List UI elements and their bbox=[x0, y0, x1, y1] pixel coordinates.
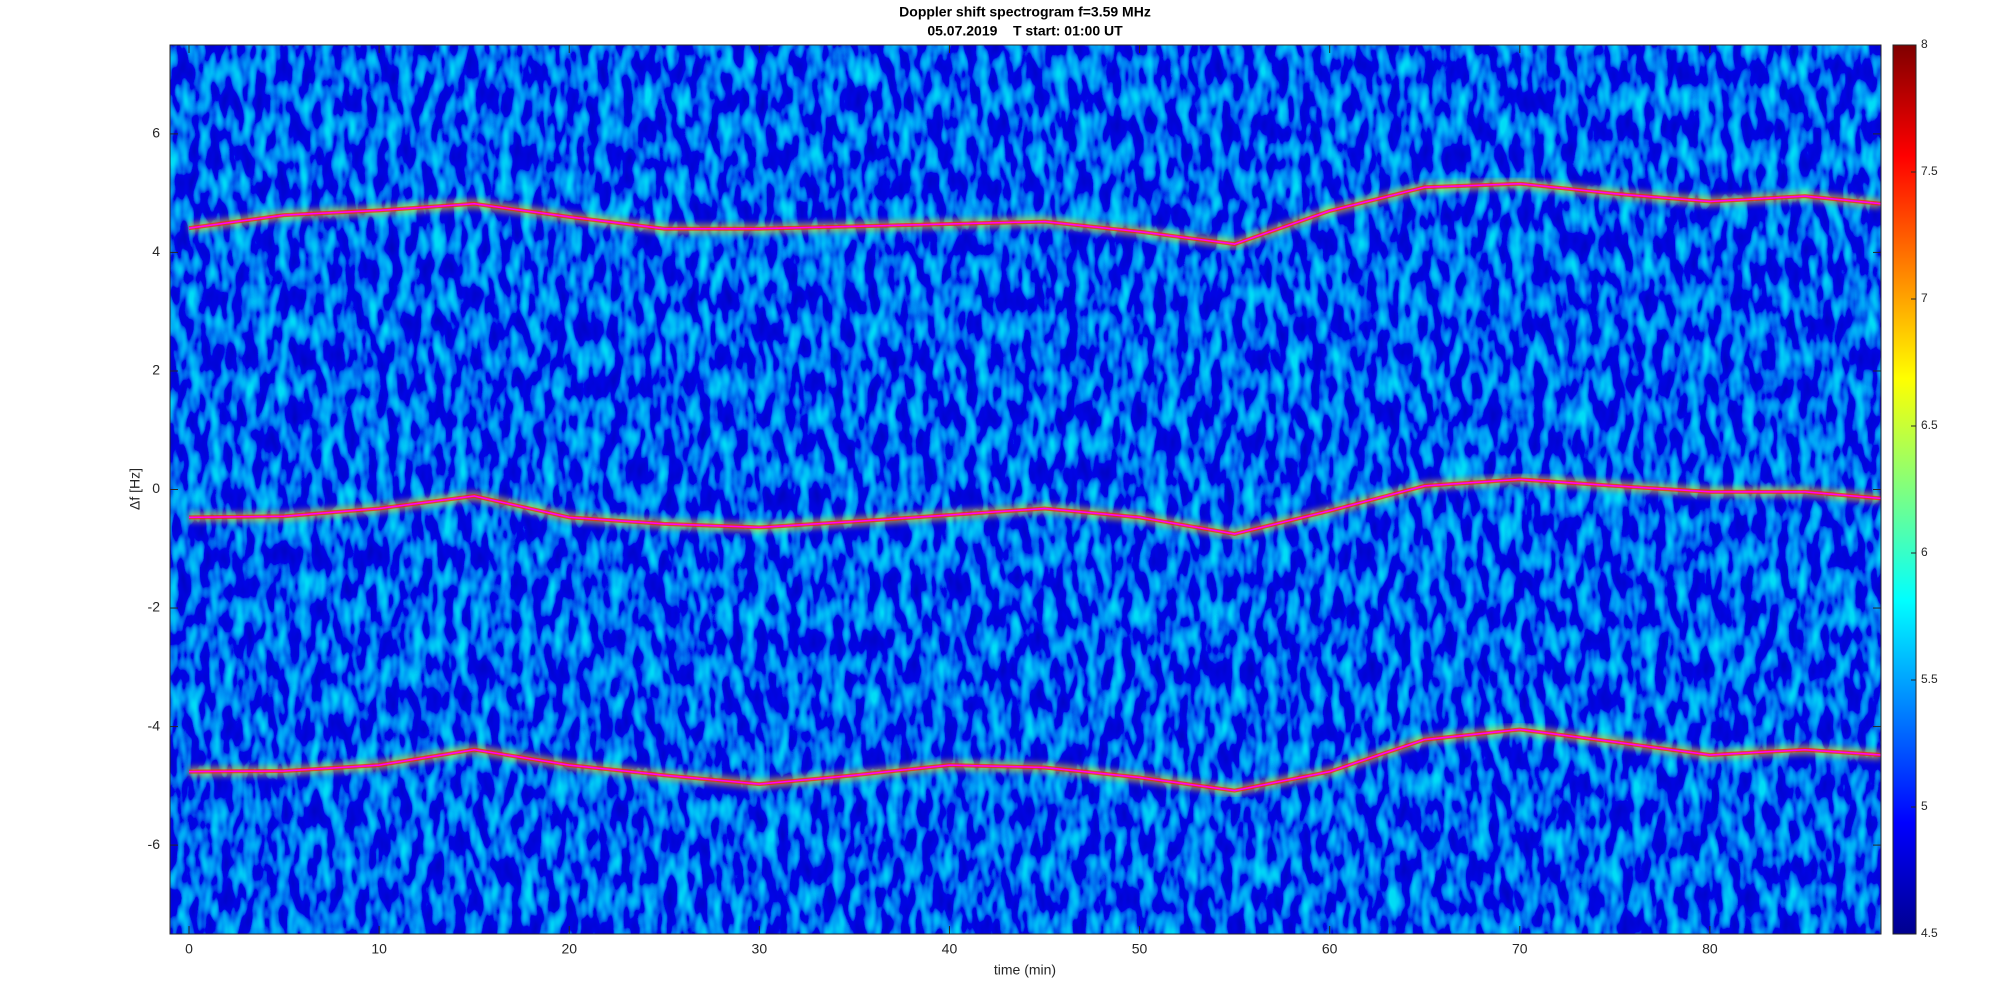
colorbar-tick-label: 5.5 bbox=[1921, 672, 1938, 686]
x-tick-label: 40 bbox=[942, 941, 958, 957]
colorbar-tick-label: 8 bbox=[1921, 37, 1928, 51]
y-axis-label: Δf [Hz] bbox=[127, 468, 143, 510]
y-tick-label: 0 bbox=[152, 480, 160, 496]
trace-line bbox=[188, 478, 1881, 535]
y-tick-label: -4 bbox=[148, 717, 161, 733]
y-tick-label: -6 bbox=[148, 836, 161, 852]
x-tick-label: 20 bbox=[561, 941, 577, 957]
chart-subtitle: 05.07.2019 T start: 01:00 UT bbox=[927, 23, 1123, 39]
colorbar-tick-label: 7.5 bbox=[1921, 164, 1938, 178]
x-tick-label: 70 bbox=[1512, 941, 1528, 957]
colorbar-tick-label: 5 bbox=[1921, 799, 1928, 813]
x-tick-label: 60 bbox=[1322, 941, 1338, 957]
trace-line bbox=[188, 182, 1881, 245]
colorbar-tick-label: 4.5 bbox=[1921, 926, 1938, 940]
y-tick-label: 2 bbox=[152, 362, 160, 378]
x-axis-label: time (min) bbox=[994, 962, 1056, 978]
y-tick-label: 6 bbox=[152, 125, 160, 141]
colorbar-tick-label: 6.5 bbox=[1921, 418, 1938, 432]
x-tick-label: 30 bbox=[752, 941, 768, 957]
chart-title: Doppler shift spectrogram f=3.59 MHz bbox=[899, 4, 1151, 20]
x-tick-label: 80 bbox=[1702, 941, 1718, 957]
y-tick-label: 4 bbox=[152, 243, 160, 259]
x-tick-label: 50 bbox=[1132, 941, 1148, 957]
colorbar-tick-label: 6 bbox=[1921, 545, 1928, 559]
colorbar bbox=[1892, 44, 1917, 935]
y-tick-label: -2 bbox=[148, 599, 161, 615]
traces bbox=[188, 178, 1881, 796]
trace-line bbox=[188, 728, 1881, 792]
x-tick-label: 10 bbox=[371, 941, 387, 957]
colorbar-tick-label: 7 bbox=[1921, 291, 1928, 305]
x-tick-label: 0 bbox=[185, 941, 193, 957]
